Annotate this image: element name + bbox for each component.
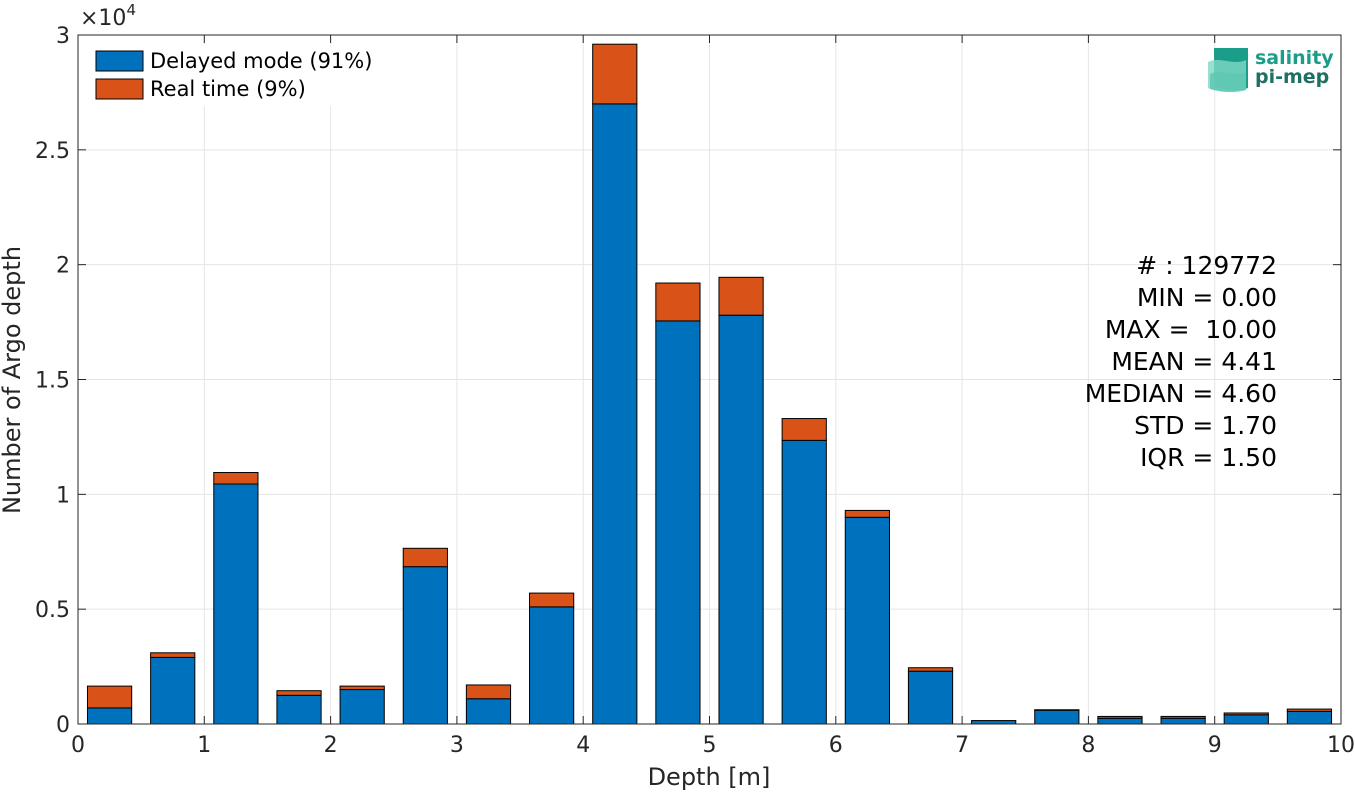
bar-delayed-16: [1097, 717, 1143, 725]
bar-delayed-4: [339, 689, 385, 725]
bar-realtime-10: [718, 276, 764, 316]
bar-realtime-19: [1286, 708, 1333, 712]
legend-label-delayed: Delayed mode (91%): [150, 49, 372, 73]
y-tick-label: 0: [56, 713, 70, 738]
bars-group: [86, 43, 1333, 725]
bar-delayed-3: [276, 694, 322, 725]
bar-realtime-2: [213, 472, 259, 485]
y-exponent-base: ×10: [80, 6, 126, 31]
bar-realtime-17: [1160, 715, 1206, 719]
bar-realtime-16: [1097, 715, 1143, 719]
bar-realtime-9: [655, 282, 701, 322]
stat-mean: MEAN = 4.41: [1111, 347, 1277, 376]
legend-swatch-delayed: [95, 50, 144, 72]
bar-delayed-6: [465, 698, 512, 725]
bar-delayed-9: [655, 320, 701, 725]
bar-delayed-2: [213, 483, 259, 725]
bar-realtime-12: [844, 509, 890, 518]
y-tick-label: 2: [56, 254, 70, 279]
x-tick-label: 2: [324, 733, 338, 758]
bar-realtime-0: [86, 685, 133, 709]
y-tick-label: 3: [56, 24, 70, 49]
x-axis-label: Depth [m]: [648, 763, 771, 791]
bar-delayed-15: [1034, 709, 1080, 725]
bar-delayed-12: [844, 516, 890, 725]
x-tick-label: 8: [1081, 733, 1095, 758]
stats-annotation: # : 129772 MIN = 0.00 MAX = 10.00 MEAN =…: [1085, 251, 1277, 472]
x-tick-label: 1: [197, 733, 211, 758]
y-tick-label: 2.5: [35, 139, 70, 164]
legend-swatch-realtime: [95, 78, 144, 100]
y-tick-label: 1: [56, 483, 70, 508]
bar-realtime-8: [592, 43, 638, 105]
bar-delayed-0: [86, 707, 133, 725]
x-tick-label: 9: [1208, 733, 1222, 758]
bar-realtime-3: [276, 690, 322, 696]
y-tick-label: 1.5: [35, 369, 70, 394]
x-tick-label: 3: [450, 733, 464, 758]
bar-delayed-1: [150, 656, 196, 725]
bar-realtime-13: [907, 667, 954, 672]
bar-realtime-1: [150, 652, 196, 658]
x-tick-label: 10: [1327, 733, 1355, 758]
bar-delayed-5: [402, 566, 448, 725]
x-tick-label: 5: [703, 733, 717, 758]
bar-delayed-17: [1160, 717, 1206, 725]
bar-realtime-15: [1034, 709, 1080, 711]
stat-iqr: IQR = 1.50: [1140, 443, 1277, 472]
bar-delayed-10: [718, 314, 764, 725]
legend: Delayed mode (91%) Real time (9%): [87, 44, 385, 106]
bar-delayed-14: [971, 720, 1017, 725]
salinity-pi-mep-logo: salinity pi-mep: [1208, 47, 1334, 93]
stat-max: MAX = 10.00: [1105, 315, 1277, 344]
bar-delayed-13: [907, 670, 954, 725]
x-tick-label: 7: [955, 733, 969, 758]
bar-realtime-7: [529, 592, 575, 608]
legend-label-realtime: Real time (9%): [150, 77, 306, 101]
bar-realtime-4: [339, 685, 385, 691]
x-tick-label: 4: [576, 733, 590, 758]
y-exponent-power: 4: [126, 1, 136, 19]
bar-delayed-19: [1286, 710, 1333, 725]
x-tick-label: 0: [71, 733, 85, 758]
y-axis-label: Number of Argo depth: [0, 246, 26, 514]
bar-delayed-18: [1223, 714, 1269, 725]
y-exponent-label: ×104: [80, 1, 136, 31]
y-tick-label: 0.5: [35, 598, 70, 623]
stat-median: MEDIAN = 4.60: [1085, 379, 1277, 408]
stat-count: # : 129772: [1136, 251, 1277, 280]
bar-realtime-11: [781, 418, 827, 441]
bar-delayed-7: [529, 606, 575, 725]
bar-realtime-18: [1223, 712, 1269, 716]
bar-delayed-11: [781, 439, 827, 725]
bar-delayed-8: [592, 103, 638, 725]
logo-text-pimep: pi-mep: [1255, 66, 1329, 88]
bar-realtime-5: [402, 547, 448, 568]
logo-wave-icon-mid: [1210, 72, 1246, 92]
bar-realtime-6: [465, 684, 512, 700]
axes-group: 0 1 2 3 4 5 6 7 8 9 10 0 0.5 1 1.5 2 2.5 3: [35, 24, 1355, 758]
stat-min: MIN = 0.00: [1137, 283, 1277, 312]
logo-text-salinity: salinity: [1255, 47, 1334, 69]
x-tick-label: 6: [829, 733, 843, 758]
stat-std: STD = 1.70: [1134, 411, 1277, 440]
